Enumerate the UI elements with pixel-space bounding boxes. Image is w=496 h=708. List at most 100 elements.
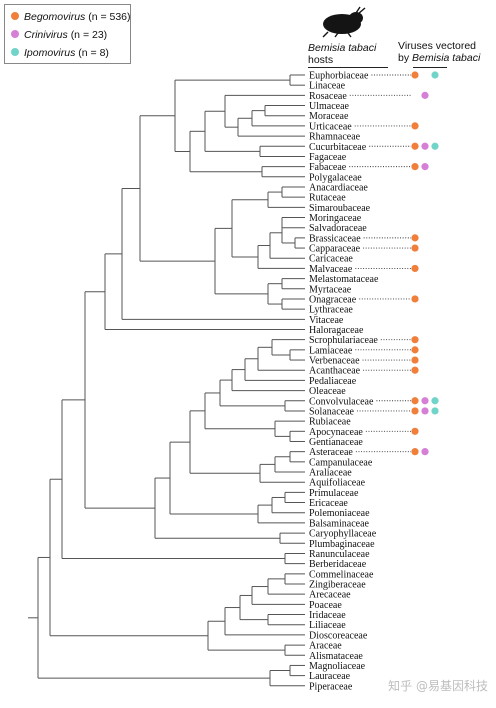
begomovirus-dot-icon <box>411 448 419 456</box>
hosts-header-rule <box>308 67 388 68</box>
family-label: Vitaceae <box>309 315 344 326</box>
crinivirus-dot-icon <box>421 407 429 415</box>
begomovirus-dot-icon <box>411 366 419 374</box>
family-label: Plumbaginaceae <box>309 539 375 550</box>
family-label: Commelinaceae <box>309 569 374 580</box>
family-label: Ulmaceae <box>309 101 350 112</box>
family-label: Rutaceae <box>309 193 346 204</box>
viruses-header-rule <box>413 67 447 68</box>
legend-item-begomovirus: Begomovirus (n = 536) <box>11 10 131 24</box>
family-label: Polemoniaceae <box>309 508 370 519</box>
family-label: Balsaminaceae <box>309 518 370 529</box>
family-label: Alismataceae <box>309 651 363 662</box>
legend-count: (n = 23) <box>70 29 108 41</box>
family-label: Melastomataceae <box>309 274 379 285</box>
family-label: Malvaceae <box>309 264 353 275</box>
viruses-by: by <box>398 52 413 64</box>
viruses-label: Viruses vectored <box>398 40 477 52</box>
family-label: Caricaceae <box>309 254 353 265</box>
family-label: Linaceae <box>309 81 346 92</box>
family-label: Polygalaceae <box>309 172 362 183</box>
family-label: Fabaceae <box>309 162 347 173</box>
legend-name: Begomovirus <box>24 11 86 23</box>
family-label: Haloragaceae <box>309 325 364 336</box>
family-label: Araceae <box>309 641 342 652</box>
family-label: Zingiberaceae <box>309 580 366 591</box>
family-label: Arecaceae <box>309 590 351 601</box>
crinivirus-dot-icon <box>421 163 429 171</box>
family-label: Ericaceae <box>309 498 348 509</box>
crinivirus-dot-icon <box>421 448 429 456</box>
legend-count: (n = 536) <box>88 11 131 23</box>
legend-count: (n = 8) <box>78 47 109 59</box>
begomovirus-dot-icon <box>411 295 419 303</box>
crinivirus-dot-icon <box>11 30 19 39</box>
virus-legend: Begomovirus (n = 536) Crinivirus (n = 23… <box>4 4 131 64</box>
family-label: Asteraceae <box>309 447 353 458</box>
family-label: Acanthaceae <box>309 366 361 377</box>
watermark: 知乎 @易基因科技 <box>388 679 488 693</box>
family-label: Caryophyllaceae <box>309 529 377 540</box>
family-label: Urticaceae <box>309 121 352 132</box>
family-label: Solanaceae <box>309 406 355 417</box>
begomovirus-dot-icon <box>411 336 419 344</box>
family-label: Euphorbiaceae <box>309 71 369 82</box>
begomovirus-dot-icon <box>411 427 419 435</box>
family-label: Myrtaceae <box>309 284 352 295</box>
family-label: Brassicaceae <box>309 233 361 244</box>
family-label: Pedaliaceae <box>309 376 357 387</box>
begomovirus-dot-icon <box>411 346 419 354</box>
family-label: Berberidaceae <box>309 559 367 570</box>
ipomovirus-dot-icon <box>11 48 19 57</box>
viruses-species: Bemisia tabaci <box>412 52 481 64</box>
begomovirus-dot-icon <box>411 356 419 364</box>
begomovirus-dot-icon <box>411 407 419 415</box>
begomovirus-dot-icon <box>411 397 419 405</box>
family-label: Salvadoraceae <box>309 223 367 234</box>
family-label: Moringaceae <box>309 213 362 224</box>
family-label: Rubiaceae <box>309 417 351 428</box>
family-label: Rhamnaceae <box>309 132 361 143</box>
begomovirus-dot-icon <box>411 122 419 130</box>
hosts-label: hosts <box>308 54 334 66</box>
whitefly-icon <box>322 6 366 38</box>
family-label: Anacardiaceae <box>309 182 368 193</box>
family-label: Simaroubaceae <box>309 203 371 214</box>
legend-name: Crinivirus <box>24 29 68 41</box>
crinivirus-dot-icon <box>421 142 429 150</box>
begomovirus-dot-icon <box>411 71 419 79</box>
begomovirus-dot-icon <box>411 244 419 252</box>
family-label: Scrophulariaceae <box>309 335 378 346</box>
family-label: Moraceae <box>309 111 349 122</box>
family-label: Campanulaceae <box>309 457 373 468</box>
family-label: Oleaceae <box>309 386 346 397</box>
family-label: Primulaceae <box>309 488 359 499</box>
legend-item-ipomovirus: Ipomovirus (n = 8) <box>11 46 109 60</box>
family-label: Cucurbitaceae <box>309 142 367 153</box>
family-label: Magnoliaceae <box>309 661 366 672</box>
family-label: Poaceae <box>309 600 342 611</box>
family-label: Liliaceae <box>309 620 346 631</box>
begomovirus-dot-icon <box>411 163 419 171</box>
family-label: Rosaceae <box>309 91 347 102</box>
family-label: Ranunculaceae <box>309 549 370 560</box>
legend-item-crinivirus: Crinivirus (n = 23) <box>11 28 107 42</box>
begomovirus-dot-icon <box>411 264 419 273</box>
family-label: Verbenaceae <box>309 356 360 367</box>
ipomovirus-dot-icon <box>431 71 439 79</box>
family-label: Convolvulaceae <box>309 396 374 407</box>
ipomovirus-dot-icon <box>431 407 439 415</box>
family-label: Piperaceae <box>309 681 353 692</box>
begomovirus-dot-icon <box>11 12 19 21</box>
family-label: Apocynaceae <box>309 427 363 438</box>
family-label: Dioscoreaceae <box>309 630 368 641</box>
family-label: Lauraceae <box>309 671 351 682</box>
family-label: Gentianaceae <box>309 437 363 448</box>
begomovirus-dot-icon <box>411 234 419 242</box>
family-label: Capparaceae <box>309 244 361 255</box>
family-label: Araliaceae <box>309 468 352 479</box>
family-label: Lamiaceae <box>309 345 353 356</box>
hosts-species: Bemisia tabaci <box>308 42 377 54</box>
